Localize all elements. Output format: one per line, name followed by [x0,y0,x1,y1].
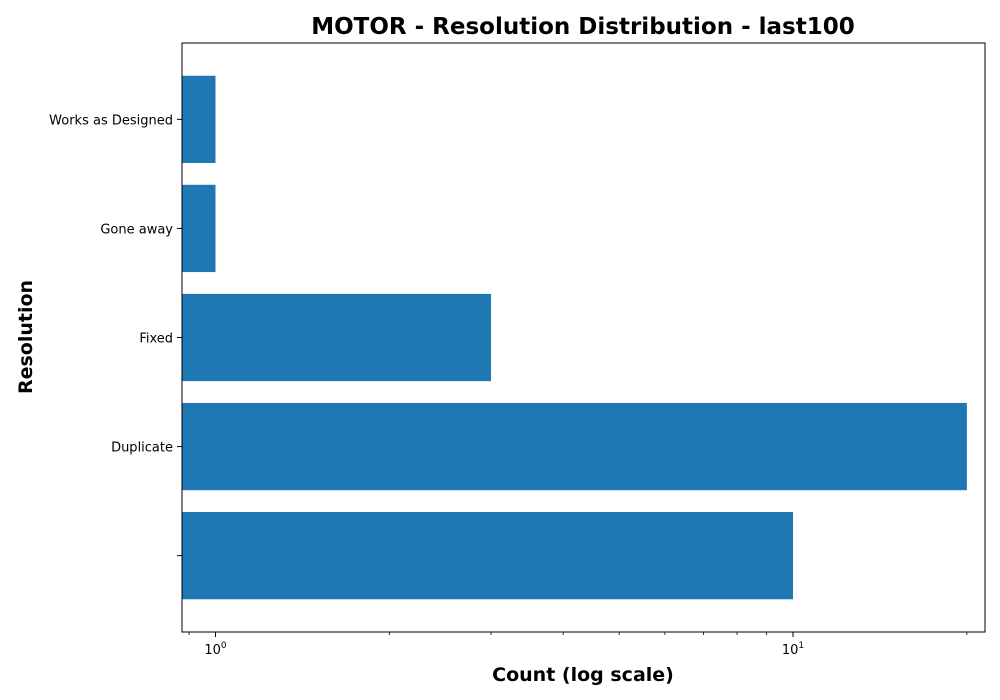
bar-duplicate [182,402,967,491]
y-tick-label: Duplicate [111,441,173,456]
x-tick-label: 100 [204,641,227,658]
x-axis: 100 101 [188,632,968,658]
x-tick-label: 101 [782,641,804,658]
x-axis-label: Count (log scale) [492,664,674,686]
y-tick-label: Gone away [100,222,173,237]
chart-title: MOTOR - Resolution Distribution - last10… [311,14,855,40]
y-tick-label: Fixed [139,332,173,347]
bar-fixed [182,293,492,382]
bar-works-as-designed [182,75,216,163]
bar-gone-away [182,184,216,273]
y-tick-label: Works as Designed [49,113,173,128]
bar-blank [182,512,794,600]
y-axis: Duplicate Fixed Gone away Works as Designed [49,113,182,557]
y-axis-label: Resolution [15,280,37,394]
bars-group [182,75,967,600]
